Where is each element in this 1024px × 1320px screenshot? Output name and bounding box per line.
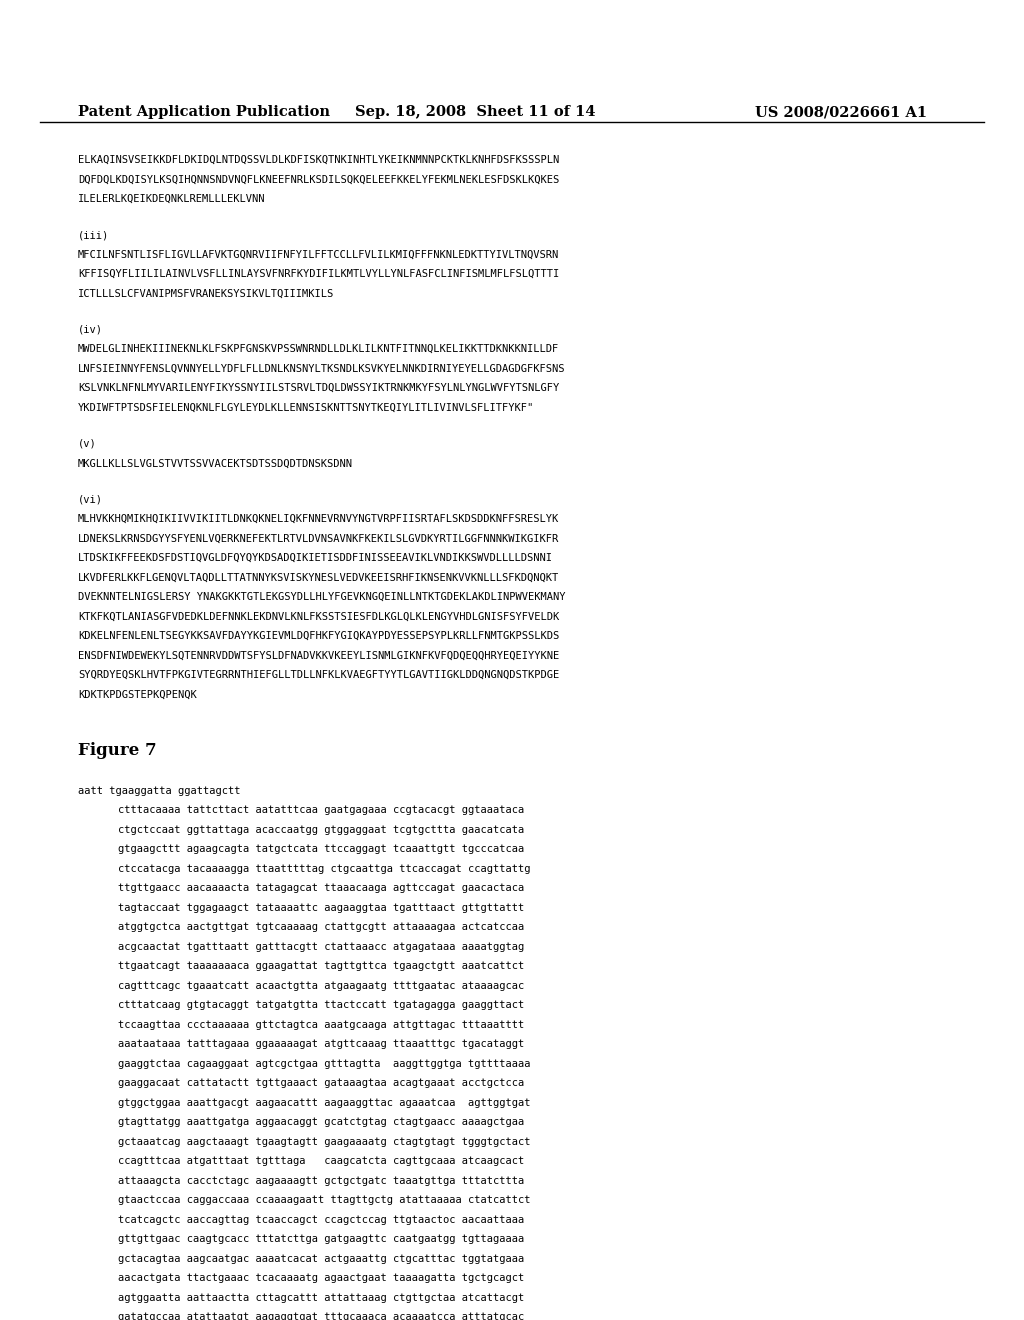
Text: gtgaagcttt agaagcagta tatgctcata ttccaggagt tcaaattgtt tgcccatcaa: gtgaagcttt agaagcagta tatgctcata ttccagg… [118,845,524,854]
Text: MFCILNFSNTLISFLIGVLLAFVKTGQNRVIIFNFYILFFTCCLLFVLILKMIQFFFNKNLEDKTTYIVLTNQVSRN: MFCILNFSNTLISFLIGVLLAFVKTGQNRVIIFNFYILFF… [78,249,559,260]
Text: KTKFKQTLANIASGFVDEDKLDEFNNKLEKDNVLKNLFKSSTSIESFDLKGLQLKLENGYVHDLGNISFSYFVELDK: KTKFKQTLANIASGFVDEDKLDEFNNKLEKDNVLKNLFKS… [78,611,559,622]
Text: ctccatacga tacaaaagga ttaatttttag ctgcaattga ttcaccagat ccagttattg: ctccatacga tacaaaagga ttaatttttag ctgcaa… [118,863,530,874]
Text: gaaggacaat cattatactt tgttgaaact gataaagtaa acagtgaaat acctgctcca: gaaggacaat cattatactt tgttgaaact gataaag… [118,1078,524,1088]
Text: gatatgccaa atattaatgt aagaggtgat tttgcaaaca acaaaatcca atttatgcac: gatatgccaa atattaatgt aagaggtgat tttgcaa… [118,1312,524,1320]
Text: aacactgata ttactgaaac tcacaaaatg agaactgaat taaaagatta tgctgcagct: aacactgata ttactgaaac tcacaaaatg agaactg… [118,1274,524,1283]
Text: ICTLLLSLCFVANIPMSFVRANEKSYSIKVLTQIIIMKILS: ICTLLLSLCFVANIPMSFVRANEKSYSIKVLTQIIIMKIL… [78,289,334,298]
Text: gttgttgaac caagtgcacc tttatcttga gatgaagttc caatgaatgg tgttagaaaa: gttgttgaac caagtgcacc tttatcttga gatgaag… [118,1234,524,1245]
Text: ctttatcaag gtgtacaggt tatgatgtta ttactccatt tgatagagga gaaggttact: ctttatcaag gtgtacaggt tatgatgtta ttactcc… [118,1001,524,1010]
Text: gaaggtctaa cagaaggaat agtcgctgaa gtttagtta  aaggttggtga tgttttaaaa: gaaggtctaa cagaaggaat agtcgctgaa gtttagt… [118,1059,530,1069]
Text: acgcaactat tgatttaatt gatttacgtt ctattaaacc atgagataaa aaaatggtag: acgcaactat tgatttaatt gatttacgtt ctattaa… [118,942,524,952]
Text: ccagtttcaa atgatttaat tgtttaga   caagcatcta cagttgcaaa atcaagcact: ccagtttcaa atgatttaat tgtttaga caagcatct… [118,1156,524,1167]
Text: (vi): (vi) [78,494,103,504]
Text: gtggctggaa aaattgacgt aagaacattt aagaaggttac agaaatcaa  agttggtgat: gtggctggaa aaattgacgt aagaacattt aagaagg… [118,1098,530,1107]
Text: MLHVKKHQMIKHQIKIIVVIKIITLDNKQKNELIQKFNNEVRNVYNGTVRPFIISRTAFLSKDSDDKNFFSRESLYK: MLHVKKHQMIKHQIKIIVVIKIITLDNKQKNELIQKFNNE… [78,513,559,524]
Text: tagtaccaat tggagaagct tataaaattc aagaaggtaa tgatttaact gttgttattt: tagtaccaat tggagaagct tataaaattc aagaagg… [118,903,524,913]
Text: US 2008/0226661 A1: US 2008/0226661 A1 [755,106,927,119]
Text: (iii): (iii) [78,230,110,240]
Text: LNFSIEINNYFENSLQVNNYELLYDFLFLLDNLKNSNYLTKSNDLKSVKYELNNKDIRNIYEYELLGDAGDGFKFSNS: LNFSIEINNYFENSLQVNNYELLYDFLFLLDNLKNSNYLT… [78,363,565,374]
Text: attaaagcta cacctctagc aagaaaagtt gctgctgatc taaatgttga tttatcttta: attaaagcta cacctctagc aagaaaagtt gctgctg… [118,1176,524,1185]
Text: KFFISQYFLIILILAINVLVSFLLINLAYSVFNRFKYDIFILKMTLVYLLYNLFASFCLINFISMLMFLFSLQTTTI: KFFISQYFLIILILAINVLVSFLLINLAYSVFNRFKYDIF… [78,269,559,279]
Text: ttgttgaacc aacaaaacta tatagagcat ttaaacaaga agttccagat gaacactaca: ttgttgaacc aacaaaacta tatagagcat ttaaaca… [118,883,524,894]
Text: DVEKNNTELNIGSLERSY YNAKGKKTGTLEKGSYDLLHLYFGEVKNGQEINLLNTKTGDEKLAKDLINPWVEKMANY: DVEKNNTELNIGSLERSY YNAKGKKTGTLEKGSYDLLHL… [78,591,565,602]
Text: ILELERLKQEIKDEQNKLREMLLLEKLVNN: ILELERLKQEIKDEQNKLREMLLLEKLVNN [78,194,265,205]
Text: ctgctccaat ggttattaga acaccaatgg gtggaggaat tcgtgcttta gaacatcata: ctgctccaat ggttattaga acaccaatgg gtggagg… [118,825,524,834]
Text: tccaagttaa ccctaaaaaa gttctagtca aaatgcaaga attgttagac tttaaatttt: tccaagttaa ccctaaaaaa gttctagtca aaatgca… [118,1020,524,1030]
Text: ELKAQINSVSEIKKDFLDKIDQLNTDQSSVLDLKDFISKQTNKINHTLYKEIKNMNNPCKTKLKNHFDSFKSSSPLN: ELKAQINSVSEIKKDFLDKIDQLNTDQSSVLDLKDFISKQ… [78,154,559,165]
Text: MWDELGLINHEKIIINEKNLKLFSKPFGNSKVPSSWNRNDLLDLKLILKNTFITNNQLKELIKKTTDKNKKNILLDF: MWDELGLINHEKIIINEKNLKLFSKPFGNSKVPSSWNRND… [78,345,559,354]
Text: (iv): (iv) [78,325,103,335]
Text: gctacagtaa aagcaatgac aaaatcacat actgaaattg ctgcatttac tggtatgaaa: gctacagtaa aagcaatgac aaaatcacat actgaaa… [118,1254,524,1263]
Text: KDKELNFENLENLTSEGYKKSAVFDAYYKGIEVMLDQFHKFYGIQKAYPDYESSEPSYPLKRLLFNMTGKPSSLKDS: KDKELNFENLENLTSEGYKKSAVFDAYYKGIEVMLDQFHK… [78,631,559,640]
Text: LKVDFERLKKFLGENQVLTAQDLLTTATNNYKSVISKYNESLVEDVKEEISRHFIKNSENKVVKNLLLSFKDQNQKT: LKVDFERLKKFLGENQVLTAQDLLTTATNNYKSVISKYNE… [78,573,559,582]
Text: Patent Application Publication: Patent Application Publication [78,106,330,119]
Text: tcatcagctc aaccagttag tcaaccagct ccagctccag ttgtaactoc aacaattaaa: tcatcagctc aaccagttag tcaaccagct ccagctc… [118,1214,524,1225]
Text: gtaactccaa caggaccaaa ccaaaagaatt ttagttgctg atattaaaaa ctatcattct: gtaactccaa caggaccaaa ccaaaagaatt ttagtt… [118,1196,530,1205]
Text: MKGLLKLLSLVGLSTVVTSSVVACEKTSDTSSDQDTDNSKSDNN: MKGLLKLLSLVGLSTVVTSSVVACEKTSDTSSDQDTDNSK… [78,458,353,469]
Text: gtagttatgg aaattgatga aggaacaggt gcatctgtag ctagtgaacc aaaagctgaa: gtagttatgg aaattgatga aggaacaggt gcatctg… [118,1117,524,1127]
Text: agtggaatta aattaactta cttagcattt attattaaag ctgttgctaa atcattacgt: agtggaatta aattaactta cttagcattt attatta… [118,1292,524,1303]
Text: SYQRDYEQSKLHVTFPKGIVTEGRRNTHIEFGLLTDLLNFKLKVAEGFTYYTLGAVTIIGKLDDQNGNQDSTKPDGE: SYQRDYEQSKLHVTFPKGIVTEGRRNTHIEFGLLTDLLNF… [78,669,559,680]
Text: LTDSKIKFFEEKDSFDSTIQVGLDFQYQYKDSADQIKIETISDDFINISSEEAVIKLVNDIKKSWVDLLLLDSNNI: LTDSKIKFFEEKDSFDSTIQVGLDFQYQYKDSADQIKIET… [78,553,553,562]
Text: gctaaatcag aagctaaagt tgaagtagtt gaagaaaatg ctagtgtagt tgggtgctact: gctaaatcag aagctaaagt tgaagtagtt gaagaaa… [118,1137,530,1147]
Text: Sep. 18, 2008  Sheet 11 of 14: Sep. 18, 2008 Sheet 11 of 14 [355,106,596,119]
Text: aaataataaa tatttagaaa ggaaaaagat atgttcaaag ttaaatttgc tgacataggt: aaataataaa tatttagaaa ggaaaaagat atgttca… [118,1039,524,1049]
Text: aatt tgaaggatta ggattagctt: aatt tgaaggatta ggattagctt [78,785,241,796]
Text: ctttacaaaa tattcttact aatatttcaa gaatgagaaa ccgtacacgt ggtaaataca: ctttacaaaa tattcttact aatatttcaa gaatgag… [118,805,524,816]
Text: ENSDFNIWDEWEKYLSQTENNRVDDWTSFYSLDFNADVKKVKEEYLISNMLGIKNFKVFQDQEQQHRYEQEIYYKNE: ENSDFNIWDEWEKYLSQTENNRVDDWTSFYSLDFNADVKK… [78,651,559,660]
Text: (v): (v) [78,438,96,449]
Text: Figure 7: Figure 7 [78,742,157,759]
Text: KDKTKPDGSTEPKQPENQK: KDKTKPDGSTEPKQPENQK [78,689,197,700]
Text: KSLVNKLNFNLMYVARILENYFIKYSSNYIILSTSRVLTDQLDWSSYIKTRNKMKYFSYLNLYNGLWVFYTSNLGFY: KSLVNKLNFNLMYVARILENYFIKYSSNYIILSTSRVLTD… [78,383,559,393]
Text: atggtgctca aactgttgat tgtcaaaaag ctattgcgtt attaaaagaa actcatccaa: atggtgctca aactgttgat tgtcaaaaag ctattgc… [118,923,524,932]
Text: DQFDQLKDQISYLKSQIHQNNSNDVNQFLKNEEFNRLKSDILSQKQELEEFKKELYFEKMLNEKLESFDSKLKQKES: DQFDQLKDQISYLKSQIHQNNSNDVNQFLKNEEFNRLKSD… [78,174,559,185]
Text: YKDIWFTPTSDSFIELENQKNLFLGYLEYDLKLLENNSISKNTTSNYTKEQIYLITLIVINVLSFLITFYKF": YKDIWFTPTSDSFIELENQKNLFLGYLEYDLKLLENNSIS… [78,403,535,413]
Text: cagtttcagc tgaaatcatt acaactgtta atgaagaatg ttttgaatac ataaaagcac: cagtttcagc tgaaatcatt acaactgtta atgaaga… [118,981,524,991]
Text: ttgaatcagt taaaaaaaca ggaagattat tagttgttca tgaagctgtt aaatcattct: ttgaatcagt taaaaaaaca ggaagattat tagttgt… [118,961,524,972]
Text: LDNEKSLKRNSDGYYSFYENLVQERKNEFEKTLRTVLDVNSAVNKFKEKILSLGVDKYRTILGGFNNNKWIKGIKFR: LDNEKSLKRNSDGYYSFYENLVQERKNEFEKTLRTVLDVN… [78,533,559,544]
